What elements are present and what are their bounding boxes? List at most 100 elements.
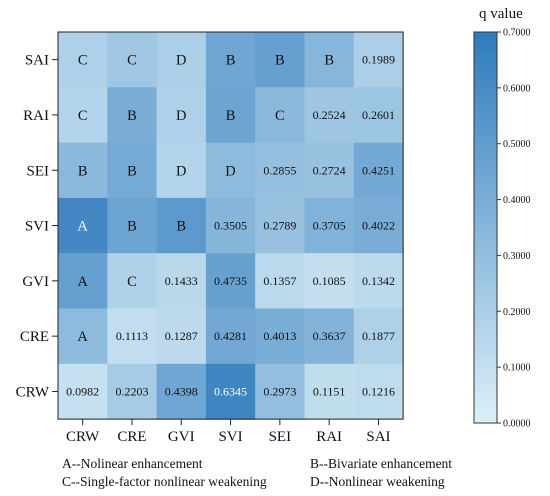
y-tick-label: GVI <box>22 274 49 290</box>
y-tick-label: RAI <box>23 108 49 124</box>
colorbar-gradient <box>473 31 498 424</box>
cell-label: A <box>77 274 88 290</box>
cell-label: 0.3637 <box>313 329 346 343</box>
cell-label: 0.3705 <box>313 219 346 233</box>
cell-label: B <box>127 219 137 235</box>
heatmap-cell-sei-gvi <box>156 142 207 199</box>
cell-label: 0.4251 <box>362 163 395 177</box>
heatmap-cell-rai-svi <box>205 87 256 144</box>
cell-label: 0.1216 <box>362 384 395 398</box>
colorbar-tick-label: 0.0000 <box>503 419 531 430</box>
cell-label: C <box>78 108 88 124</box>
cell-label: B <box>324 53 334 69</box>
cell-label: 0.4735 <box>214 274 247 288</box>
heatmap-cell-crw-sai <box>353 363 404 420</box>
cell-label: B <box>226 108 236 124</box>
legend-key-c: C--Single-factor nonlinear weakening <box>62 474 267 489</box>
heatmap-cell-gvi-sai <box>353 253 404 310</box>
cell-label: B <box>176 219 186 235</box>
x-tick-label: CRW <box>66 429 100 445</box>
heatmap-cell-gvi-gvi <box>156 253 207 310</box>
heatmap-cell-sai-crw <box>58 32 108 88</box>
heatmap-cell-rai-rai <box>304 87 355 144</box>
y-axis-ticks: SAI RAI SEI SVI GVI CRE CRW <box>16 53 58 400</box>
cell-label: C <box>127 274 137 290</box>
cell-label: 0.1151 <box>313 384 346 398</box>
cell-label: 0.2789 <box>263 219 296 233</box>
heatmap-cell-sei-svi <box>205 142 256 199</box>
cell-label: 0.1113 <box>116 329 148 343</box>
cell-label: 0.4398 <box>165 384 198 398</box>
heatmap-cell-crw-gvi <box>156 363 207 420</box>
legend-key-d: D--Nonlinear weakening <box>310 474 445 489</box>
heatmap-cell-crw-rai <box>304 363 355 420</box>
heatmap-cell-gvi-cre <box>107 253 158 310</box>
cell-label: 0.1877 <box>362 329 395 343</box>
cell-label: 0.1433 <box>165 274 198 288</box>
cell-label: 0.4013 <box>263 329 296 343</box>
cell-label: 0.6345 <box>214 384 247 398</box>
cell-label: B <box>127 108 137 124</box>
cell-label: 0.2601 <box>362 108 395 122</box>
heatmap-cell-cre-svi <box>205 308 256 365</box>
cell-label: 0.1989 <box>362 53 395 67</box>
heatmap-cell-sei-crw <box>58 142 108 199</box>
heatmap-cell-svi-sei <box>255 197 306 254</box>
heatmap-cell-svi-gvi <box>156 197 207 254</box>
heatmap-cell-gvi-svi <box>205 253 256 310</box>
colorbar-tick-label: 0.4000 <box>503 195 531 206</box>
cell-label: D <box>176 108 186 124</box>
heatmap-cell-sei-cre <box>107 142 158 199</box>
heatmap-cell-sei-rai <box>304 142 355 199</box>
heatmap-cell-svi-rai <box>304 197 355 254</box>
colorbar-tick-label: 0.2000 <box>503 307 531 318</box>
heatmap-cell-labels: C C D B B B 0.1989 C B D B C 0.2524 0.2601 B B D D 0.2855 0… <box>66 53 395 399</box>
heatmap-cell-rai-crw <box>58 87 108 144</box>
heatmap-cell-rai-gvi <box>156 87 207 144</box>
colorbar-tick-label: 0.7000 <box>503 28 531 39</box>
heatmap-cell-svi-cre <box>107 197 158 254</box>
heatmap-cell-cre-gvi <box>156 308 207 365</box>
heatmap-cell-sai-cre <box>107 32 158 88</box>
x-tick-label: RAI <box>316 429 342 445</box>
cell-label: B <box>127 163 137 179</box>
colorbar-title: q value <box>479 6 523 22</box>
cell-label: 0.1287 <box>165 329 198 343</box>
colorbar-ticks: 0.0000 0.1000 0.2000 0.3000 0.4000 0.5000 0.60… <box>497 28 531 430</box>
y-tick-label: SVI <box>25 219 49 235</box>
heatmap-cell-rai-sei <box>255 87 306 144</box>
heatmap-cell-rai-sai <box>353 87 404 144</box>
cell-label: C <box>78 53 88 69</box>
cell-label: D <box>176 53 186 69</box>
cell-label: 0.2203 <box>115 384 148 398</box>
colorbar-tick-label: 0.6000 <box>503 83 531 94</box>
heatmap-cell-crw-sei <box>255 363 306 420</box>
heatmap-cell-sei-sei <box>255 142 306 199</box>
colorbar-tick-label: 0.5000 <box>503 139 531 150</box>
heatmap-cell-sai-rai <box>304 32 355 88</box>
colorbar: q value 0.00000.10000.20000.30000.40000.… <box>473 6 531 430</box>
heatmap-cell-sai-svi <box>205 32 256 88</box>
cell-label: D <box>176 163 186 179</box>
cell-label: 0.1085 <box>313 274 346 288</box>
x-tick-label: CRE <box>117 429 146 445</box>
cell-label: 0.2855 <box>263 163 296 177</box>
y-tick-label: CRW <box>16 384 50 400</box>
heatmap-cell-gvi-crw <box>58 253 108 310</box>
heatmap-cell-cre-sei <box>255 308 306 365</box>
heatmap-cell-sai-sai <box>353 32 404 88</box>
x-tick-label: SVI <box>218 429 242 445</box>
heatmap-cell-cre-crw <box>58 308 108 365</box>
cell-label: B <box>226 53 236 69</box>
heatmap-cell-crw-svi <box>205 363 256 420</box>
cell-label: 0.2973 <box>263 384 296 398</box>
heatmap-cell-crw-cre <box>107 363 158 420</box>
cell-label: 0.4022 <box>362 219 395 233</box>
cell-label: B <box>78 163 88 179</box>
cell-label: B <box>275 53 285 69</box>
heatmap-cells <box>58 32 404 420</box>
cell-label: 0.3505 <box>214 219 247 233</box>
heatmap-cell-gvi-rai <box>304 253 355 310</box>
heatmap-cell-svi-svi <box>205 197 256 254</box>
heatmap-cell-cre-rai <box>304 308 355 365</box>
